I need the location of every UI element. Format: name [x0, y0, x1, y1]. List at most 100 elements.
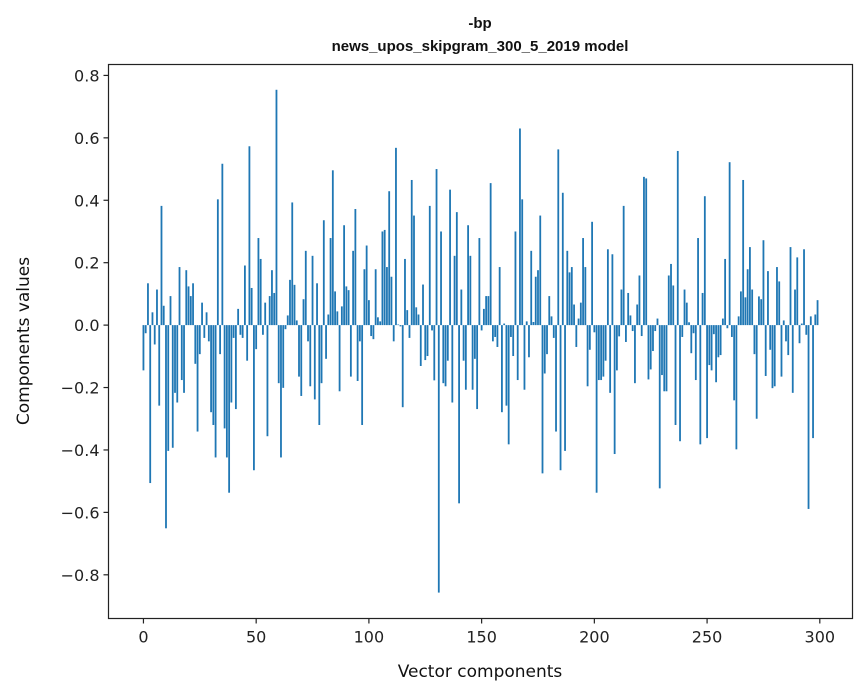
bar-52 — [259, 258, 262, 326]
bar-65 — [289, 279, 291, 326]
bar-47 — [248, 146, 251, 326]
bar-167 — [519, 128, 521, 326]
bar-161 — [505, 325, 508, 406]
bar-13 — [171, 325, 174, 448]
bar-12 — [169, 296, 172, 326]
bar-7 — [158, 325, 161, 406]
bar-89 — [343, 225, 346, 326]
bar-114 — [399, 325, 402, 327]
bar-26 — [201, 302, 203, 326]
bar-18 — [183, 325, 185, 393]
bar-282 — [778, 281, 781, 326]
bar-162 — [507, 325, 510, 445]
bar-139 — [455, 212, 458, 326]
bar-67 — [293, 284, 296, 326]
bar-293 — [803, 249, 805, 326]
bar-132 — [440, 231, 442, 326]
bar-181 — [550, 316, 553, 326]
bar-245 — [694, 325, 697, 381]
bar-101 — [370, 325, 373, 337]
bar-248 — [701, 292, 704, 326]
bar-86 — [336, 311, 339, 326]
bar-22 — [192, 283, 194, 326]
bar-285 — [785, 325, 787, 342]
x-tick-label: 150 — [466, 628, 497, 647]
bar-21 — [189, 296, 192, 326]
bar-137 — [451, 325, 454, 403]
bar-141 — [460, 289, 463, 326]
bar-243 — [690, 325, 693, 354]
bar-148 — [476, 325, 479, 410]
bar-115 — [401, 325, 404, 408]
bar-196 — [584, 267, 587, 326]
bar-160 — [503, 323, 506, 326]
bar-56 — [268, 296, 271, 326]
bars-group — [142, 89, 819, 593]
bar-37 — [225, 325, 228, 458]
bar-166 — [516, 325, 519, 381]
bar-250 — [706, 325, 708, 439]
bar-281 — [776, 267, 778, 326]
bar-218 — [634, 325, 636, 384]
bar-157 — [496, 325, 499, 347]
y-tick-label: −0.8 — [61, 566, 100, 585]
bar-41 — [234, 325, 237, 410]
bar-40 — [232, 325, 235, 338]
bar-169 — [523, 325, 526, 390]
y-axis-ticks: 0.8 0.6 0.4 0.2 0.0 −0.2 −0.4 −0.6 −0.8 — [61, 66, 109, 585]
bar-165 — [514, 231, 517, 326]
bar-268 — [746, 269, 749, 326]
bar-96 — [358, 325, 361, 342]
bar-266 — [742, 179, 745, 326]
bar-42 — [237, 308, 240, 326]
bar-3 — [149, 325, 152, 484]
bar-147 — [473, 325, 476, 359]
bar-174 — [534, 276, 537, 326]
bar-275 — [762, 240, 765, 326]
bar-278 — [769, 325, 772, 350]
bar-61 — [280, 325, 282, 458]
bar-283 — [780, 325, 783, 377]
bar-210 — [615, 325, 618, 371]
bar-140 — [458, 325, 460, 504]
bar-104 — [377, 317, 379, 326]
bar-120 — [413, 215, 415, 326]
bar-2 — [147, 283, 149, 326]
bar-296 — [809, 316, 812, 326]
bar-68 — [295, 320, 298, 326]
y-tick-label: 0.6 — [74, 129, 99, 148]
bar-299 — [816, 300, 819, 326]
bar-151 — [482, 308, 485, 326]
bar-5 — [153, 325, 156, 345]
bar-74 — [309, 325, 312, 387]
bar-30 — [210, 325, 212, 413]
bar-195 — [582, 238, 584, 326]
y-tick-label: −0.4 — [61, 441, 100, 460]
bar-60 — [277, 325, 280, 384]
bar-94 — [354, 209, 357, 326]
bar-215 — [627, 292, 630, 326]
bar-271 — [753, 325, 756, 355]
bar-125 — [424, 325, 427, 361]
bar-8 — [160, 205, 163, 326]
bar-87 — [338, 325, 341, 392]
bar-50 — [255, 325, 258, 350]
bar-295 — [807, 325, 810, 509]
bar-231 — [663, 325, 666, 392]
bar-216 — [629, 315, 632, 326]
bar-51 — [257, 238, 260, 326]
bar-153 — [487, 296, 490, 326]
bar-297 — [812, 325, 814, 439]
bar-198 — [588, 325, 591, 350]
bar-178 — [543, 325, 546, 374]
bar-72 — [304, 250, 307, 326]
bar-260 — [728, 162, 731, 326]
bar-62 — [282, 325, 285, 388]
bar-100 — [367, 300, 370, 326]
bar-11 — [167, 325, 170, 451]
bar-187 — [564, 325, 566, 451]
bar-83 — [329, 238, 332, 326]
bar-202 — [597, 325, 600, 381]
bar-133 — [442, 325, 445, 384]
bar-261 — [730, 325, 733, 337]
